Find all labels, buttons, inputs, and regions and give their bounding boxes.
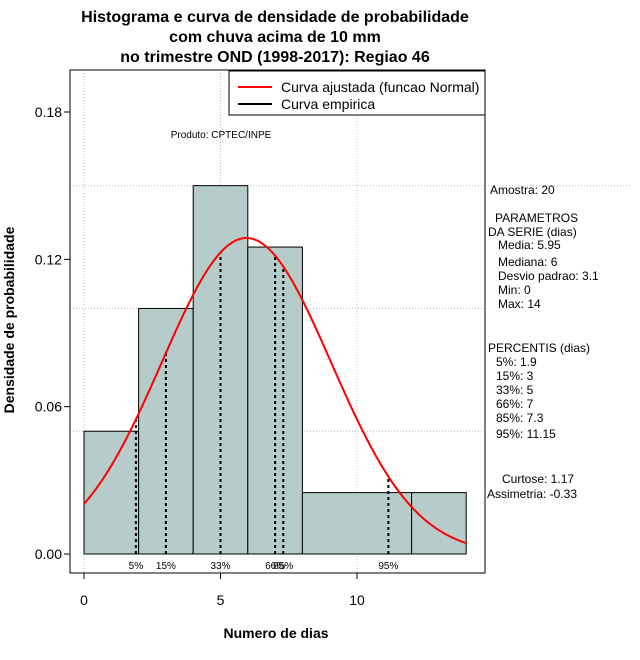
axes: 0 5 10 0.00 0.06 0.12 0.18 — [35, 104, 365, 608]
x-tick-label: 10 — [349, 592, 365, 608]
percentile-label: 33% — [210, 561, 230, 572]
fitted-curve-line — [83, 237, 467, 545]
percentile-label: 85% — [273, 561, 293, 572]
y-tick-label: 0.18 — [35, 104, 62, 120]
percentile-label: 5% — [129, 561, 144, 572]
x-axis-title: Numero de dias — [223, 625, 328, 641]
y-tick-label: 0.12 — [35, 251, 62, 267]
percentile-label: 95% — [378, 561, 398, 572]
stats-line: 5%: 1.9 — [496, 355, 537, 369]
histogram-bar — [301, 492, 413, 555]
stats-line: PARAMETROS — [495, 211, 578, 225]
stats-line: DA SERIE (dias) — [488, 225, 577, 239]
legend-label-empirical: Curva empirica — [281, 96, 375, 112]
plot-frame — [69, 69, 486, 574]
fitted-curve — [83, 237, 467, 545]
stats-line: Mediana: 6 — [498, 255, 558, 269]
percentile-label: 66% — [265, 561, 285, 572]
histogram-bar — [411, 492, 467, 555]
stats-line: Media: 5.95 — [498, 238, 561, 252]
stats-line: Desvio padrao: 3.1 — [498, 269, 599, 283]
stats-line: 85%: 7.3 — [496, 411, 544, 425]
stats-line: Amostra: 20 — [490, 183, 555, 197]
x-tick-label: 0 — [80, 592, 88, 608]
stats-line: 15%: 3 — [496, 369, 534, 383]
stats-line: Max: 14 — [498, 297, 541, 311]
legend-label-fitted: Curva ajustada (funcao Normal) — [281, 79, 479, 95]
stats-line: 66%: 7 — [496, 397, 534, 411]
y-tick-label: 0.00 — [35, 546, 62, 562]
title-line: no trimestre OND (1998-2017): Regiao 46 — [120, 49, 430, 66]
x-tick-label: 5 — [217, 592, 225, 608]
percentile-lines: 5% 15% 33% 66%85% 95% — [129, 252, 399, 572]
legend-box — [228, 70, 486, 116]
chart-title: Histograma e curva de densidade de proba… — [81, 9, 469, 66]
y-axis-title: Densidade de probabilidade — [1, 226, 17, 413]
stats-line: Min: 0 — [498, 283, 531, 297]
percentile-label: 15% — [156, 561, 176, 572]
legend: Curva ajustada (funcao Normal)Curva empi… — [228, 70, 486, 116]
stats-line: Curtose: 1.17 — [502, 472, 574, 486]
stats-line: 33%: 5 — [496, 383, 534, 397]
y-tick-label: 0.06 — [35, 399, 62, 415]
stats-line: 95%: 11.15 — [496, 427, 556, 441]
stats-line: PERCENTIS (dias) — [488, 341, 590, 355]
credit-label: Produto: CPTEC/INPE — [171, 130, 272, 141]
histogram-bar — [247, 246, 303, 555]
title-line: Histograma e curva de densidade de proba… — [81, 9, 469, 26]
stats-line: Assimetria: -0.33 — [487, 487, 577, 501]
title-line: com chuva acima de 10 mm — [169, 29, 381, 46]
